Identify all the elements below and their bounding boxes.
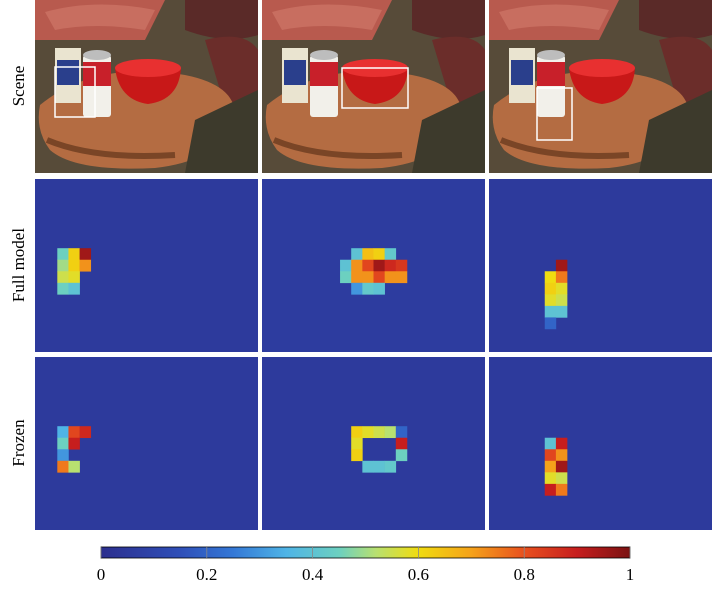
colorbar-tick-label: 0.8 <box>514 565 535 584</box>
heatmap-cell <box>374 283 385 295</box>
colorbar-tick-label: 0 <box>97 565 106 584</box>
heatmap-cell <box>556 438 567 450</box>
heatmap-cell <box>396 449 407 461</box>
heatmap-cell <box>545 438 556 450</box>
heatmap-cell <box>68 248 79 260</box>
heatmap-cell <box>385 260 396 272</box>
heatmap-cell <box>68 283 79 295</box>
heatmap-cell <box>556 283 567 295</box>
heatmap-cell <box>57 426 68 438</box>
heatmap-cell <box>80 260 91 272</box>
heatmap-cell <box>340 260 351 272</box>
heatmap-cell <box>545 306 556 318</box>
heatmap-cell <box>68 461 79 473</box>
heatmap-cell <box>80 248 91 260</box>
heatmap-cell <box>351 426 362 438</box>
heatmap-cell <box>57 271 68 283</box>
heatmap-cell <box>362 248 373 260</box>
heatmap-cell <box>351 283 362 295</box>
heatmap-cell <box>374 426 385 438</box>
colorbar-tick-label: 0.4 <box>302 565 324 584</box>
heatmap-background <box>489 357 712 530</box>
heatmap-cell <box>362 426 373 438</box>
heatmap-cell <box>374 248 385 260</box>
colorbar <box>101 547 630 558</box>
heatmap-cell <box>556 461 567 473</box>
row-label: Scene <box>9 66 28 107</box>
heatmap-cell <box>340 271 351 283</box>
heatmap-cell <box>68 271 79 283</box>
heatmap-background <box>262 357 485 530</box>
colorbar-tick-label: 0.2 <box>196 565 217 584</box>
row-label: Full model <box>9 228 28 302</box>
scene-panel <box>262 0 485 173</box>
heatmap-cell <box>68 426 79 438</box>
heatmap-cell <box>362 461 373 473</box>
heatmap-cell <box>362 260 373 272</box>
heatmap-cell <box>545 271 556 283</box>
heatmap-cell <box>374 260 385 272</box>
heatmap-cell <box>385 426 396 438</box>
heatmap-cell <box>374 461 385 473</box>
heatmap-cell <box>351 271 362 283</box>
heatmap-cell <box>396 260 407 272</box>
heatmap-cell <box>556 294 567 306</box>
heatmap-cell <box>556 271 567 283</box>
scene-panel <box>35 0 258 173</box>
heatmap-cell <box>545 294 556 306</box>
heatmap-cell <box>362 283 373 295</box>
heatmap-cell <box>396 426 407 438</box>
heatmap-cell <box>80 426 91 438</box>
colorbar-tick-label: 0.6 <box>408 565 429 584</box>
heatmap-cell <box>57 248 68 260</box>
heatmap-cell <box>385 271 396 283</box>
heatmap-background <box>489 179 712 352</box>
heatmap-cell <box>57 260 68 272</box>
heatmap-cell <box>351 438 362 450</box>
heatmap-cell <box>396 438 407 450</box>
colorbar-tick-label: 1 <box>626 565 635 584</box>
heatmap-cell <box>362 271 373 283</box>
heatmap-cell <box>556 472 567 484</box>
figure: Scene Full model Frozen 0 0.2 0.4 0.6 0.8 1 <box>0 0 712 586</box>
heatmap-cell <box>385 461 396 473</box>
row-label: Frozen <box>9 419 28 467</box>
heatmap-cell <box>545 472 556 484</box>
heatmap-cell <box>385 248 396 260</box>
heatmap-cell <box>351 260 362 272</box>
heatmap-cell <box>351 248 362 260</box>
heatmap-cell <box>545 283 556 295</box>
heatmap-cell <box>374 271 385 283</box>
heatmap-cell <box>57 461 68 473</box>
heatmap-cell <box>545 449 556 461</box>
heatmap-cell <box>68 260 79 272</box>
heatmap-cell <box>57 283 68 295</box>
heatmap-cell <box>57 438 68 450</box>
heatmap-cell <box>556 484 567 496</box>
heatmap-cell <box>351 449 362 461</box>
heatmap-cell <box>545 461 556 473</box>
heatmap-cell <box>545 484 556 496</box>
heatmap-cell <box>57 449 68 461</box>
heatmap-cell <box>396 271 407 283</box>
heatmap-cell <box>556 306 567 318</box>
heatmap-cell <box>68 438 79 450</box>
scene-panel <box>489 0 712 173</box>
heatmap-cell <box>556 449 567 461</box>
heatmap-cell <box>556 260 567 272</box>
heatmap-cell <box>545 317 556 329</box>
